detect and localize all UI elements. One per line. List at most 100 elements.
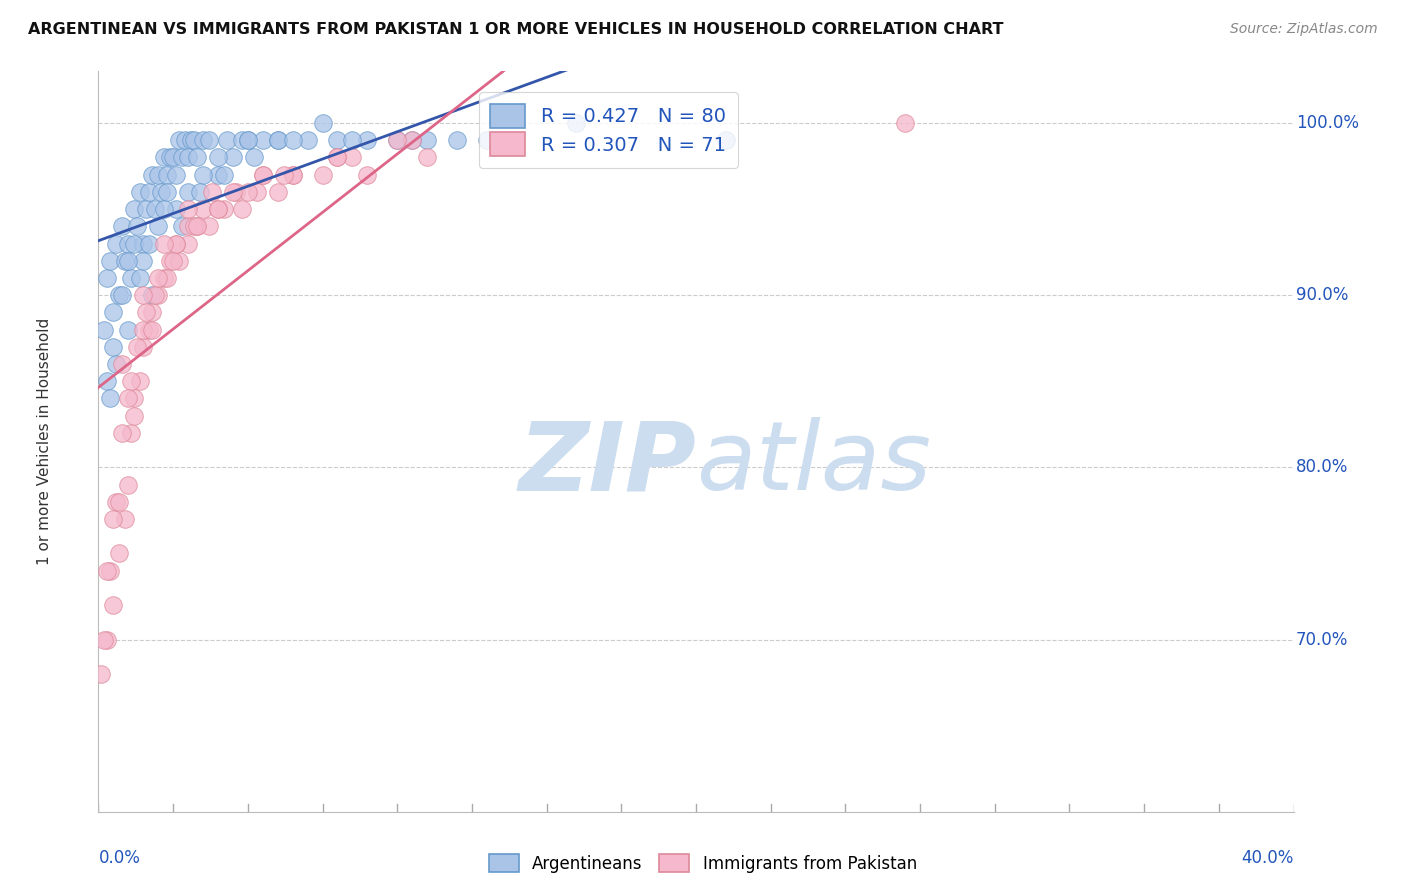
Point (148, 271, 170, 285)
Text: ARGENTINEAN VS IMMIGRANTS FROM PAKISTAN 1 OR MORE VEHICLES IN HOUSEHOLD CORRELAT: ARGENTINEAN VS IMMIGRANTS FROM PAKISTAN … (28, 22, 1004, 37)
Point (105, 357, 128, 371)
Text: 90.0%: 90.0% (1296, 286, 1348, 304)
Point (416, 151, 439, 165)
Point (159, 151, 181, 165)
Point (141, 323, 163, 337)
Point (565, 116, 588, 130)
Point (167, 253, 190, 268)
Point (124, 409, 146, 423)
Point (207, 202, 229, 216)
Legend: Argentineans, Immigrants from Pakistan: Argentineans, Immigrants from Pakistan (482, 847, 924, 880)
Point (132, 340, 155, 354)
Point (207, 202, 229, 216)
Point (120, 374, 142, 388)
Point (183, 219, 205, 234)
Point (108, 495, 131, 509)
Point (143, 202, 166, 216)
Point (120, 271, 142, 285)
Point (212, 168, 235, 182)
Text: 70.0%: 70.0% (1296, 631, 1348, 648)
Point (96, 564, 118, 578)
Point (153, 151, 176, 165)
Point (191, 168, 214, 182)
Point (222, 151, 245, 165)
Point (129, 271, 152, 285)
Point (148, 288, 170, 302)
Point (174, 133, 197, 147)
Point (172, 219, 194, 234)
Point (281, 168, 304, 182)
Point (111, 357, 134, 371)
Point (326, 133, 349, 147)
Point (105, 236, 128, 251)
Point (124, 392, 146, 406)
Point (96, 374, 118, 388)
Point (172, 151, 194, 165)
Point (215, 133, 238, 147)
Point (96, 271, 118, 285)
Point (446, 133, 468, 147)
Point (311, 116, 333, 130)
Text: 100.0%: 100.0% (1296, 114, 1360, 132)
Point (207, 168, 229, 182)
Point (132, 323, 155, 337)
Point (356, 133, 378, 147)
Point (311, 168, 333, 182)
Point (165, 236, 187, 251)
Text: 1 or more Vehicles in Household: 1 or more Vehicles in Household (37, 318, 52, 566)
Point (93, 323, 115, 337)
Point (108, 288, 131, 302)
Point (167, 133, 190, 147)
Point (186, 219, 208, 234)
Point (180, 133, 202, 147)
Point (120, 425, 142, 440)
Point (252, 168, 274, 182)
Point (162, 253, 184, 268)
Point (246, 185, 269, 199)
Point (243, 151, 266, 165)
Point (342, 151, 364, 165)
Point (191, 133, 214, 147)
Point (132, 253, 155, 268)
Point (98, 253, 122, 268)
Point (475, 133, 498, 147)
Point (111, 219, 134, 234)
Legend: R = 0.427   N = 80, R = 0.307   N = 71: R = 0.427 N = 80, R = 0.307 N = 71 (478, 92, 738, 168)
Point (165, 236, 187, 251)
Point (177, 151, 200, 165)
Point (177, 219, 200, 234)
Point (273, 168, 295, 182)
Text: 0.0%: 0.0% (98, 849, 141, 867)
Point (326, 151, 349, 165)
Point (714, 133, 737, 147)
Point (114, 253, 136, 268)
Point (132, 288, 155, 302)
Point (281, 168, 304, 182)
Point (385, 133, 409, 147)
Point (231, 133, 253, 147)
Point (201, 185, 224, 199)
Point (177, 185, 200, 199)
Point (416, 133, 439, 147)
Point (401, 133, 423, 147)
Point (186, 151, 208, 165)
Point (236, 185, 259, 199)
Point (207, 151, 229, 165)
Point (148, 168, 170, 182)
Point (356, 168, 378, 182)
Point (150, 185, 173, 199)
Point (401, 133, 423, 147)
Point (267, 133, 290, 147)
Point (177, 202, 200, 216)
Point (129, 374, 152, 388)
Point (231, 202, 253, 216)
Point (124, 236, 146, 251)
Point (162, 151, 184, 165)
Point (98, 392, 122, 406)
Point (129, 185, 152, 199)
Point (138, 323, 160, 337)
Point (132, 236, 155, 251)
Point (252, 168, 274, 182)
Point (165, 202, 187, 216)
Text: ZIP: ZIP (517, 417, 696, 510)
